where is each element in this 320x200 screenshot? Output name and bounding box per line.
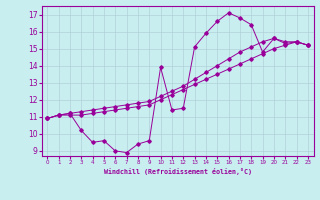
X-axis label: Windchill (Refroidissement éolien,°C): Windchill (Refroidissement éolien,°C): [104, 168, 252, 175]
